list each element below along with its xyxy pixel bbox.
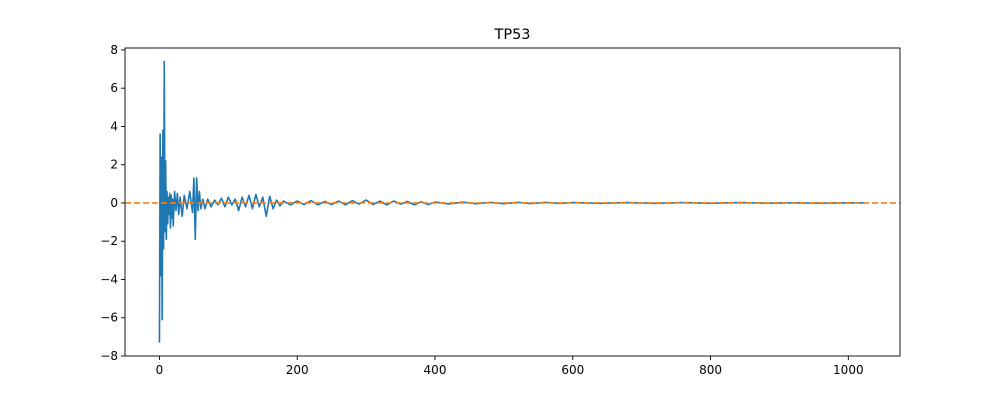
x-tick-label: 800 xyxy=(699,363,722,377)
x-tick-label: 200 xyxy=(286,363,309,377)
x-tick-label: 1000 xyxy=(833,363,864,377)
y-tick-label: 6 xyxy=(110,81,118,95)
x-tick-label: 0 xyxy=(156,363,164,377)
series-line xyxy=(158,60,865,343)
y-axis: −8 −6 −4 −2 0 2 4 6 8 xyxy=(100,43,125,363)
chart-title: TP53 xyxy=(493,27,530,43)
y-tick-label: 0 xyxy=(110,196,118,210)
plot-area xyxy=(124,47,901,357)
y-tick-label: 8 xyxy=(110,43,118,57)
x-axis: 0 200 400 600 800 1000 xyxy=(156,356,864,377)
y-tick-label: −8 xyxy=(100,349,118,363)
plot-frame xyxy=(124,47,901,357)
y-tick-label: 2 xyxy=(110,158,118,172)
y-tick-label: −6 xyxy=(100,311,118,325)
y-tick-label: −2 xyxy=(100,234,118,248)
x-tick-label: 400 xyxy=(424,363,447,377)
y-tick-label: −4 xyxy=(100,272,118,286)
x-tick-label: 600 xyxy=(561,363,584,377)
y-tick-label: 4 xyxy=(110,119,118,133)
